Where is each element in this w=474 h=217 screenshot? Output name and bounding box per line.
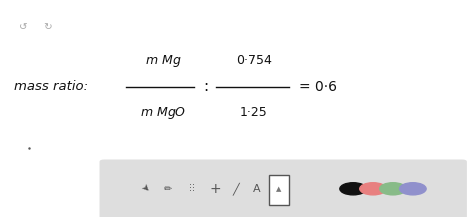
Text: $m\ MgO$: $m\ MgO$ (140, 105, 187, 121)
Text: 1·25: 1·25 (240, 106, 267, 119)
Text: ╱: ╱ (233, 182, 239, 195)
Bar (269, 175, 289, 205)
Text: ✏: ✏ (164, 184, 173, 194)
Text: ↻: ↻ (43, 22, 51, 32)
Text: ▲: ▲ (276, 186, 282, 192)
Text: = 0·6: = 0·6 (299, 80, 337, 94)
Text: :: : (204, 79, 209, 94)
Text: mass ratio:: mass ratio: (14, 80, 88, 93)
Circle shape (400, 183, 426, 195)
Circle shape (380, 183, 406, 195)
Text: A: A (253, 184, 261, 194)
Text: +: + (210, 182, 221, 196)
Text: $m\ Mg$: $m\ Mg$ (146, 53, 182, 69)
Text: ➤: ➤ (138, 182, 151, 195)
Circle shape (360, 183, 386, 195)
Text: ⁝⁝: ⁝⁝ (189, 184, 195, 194)
FancyBboxPatch shape (100, 159, 467, 217)
Text: 0·754: 0·754 (236, 54, 272, 67)
Circle shape (340, 183, 366, 195)
Text: ↺: ↺ (19, 22, 27, 32)
